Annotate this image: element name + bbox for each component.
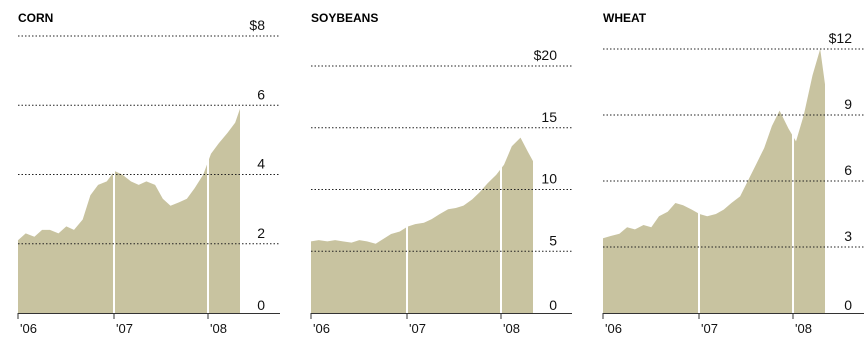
chart-title: SOYBEANS bbox=[311, 11, 378, 25]
x-tick-label: '06 bbox=[313, 321, 330, 336]
x-tick-label: '07 bbox=[409, 321, 426, 336]
chart-corn: 0 2 4 6 $8 '06 '07 '08 CORN bbox=[17, 11, 280, 336]
chart-title: CORN bbox=[18, 11, 53, 25]
y-tick-label: 0 bbox=[844, 297, 852, 313]
x-tick-label: '07 bbox=[701, 321, 718, 336]
y-tick-label: $12 bbox=[829, 30, 853, 46]
x-tick-label: '08 bbox=[210, 321, 227, 336]
price-area bbox=[603, 49, 825, 313]
y-tick-label: 3 bbox=[844, 228, 852, 244]
y-tick-label: $8 bbox=[249, 17, 265, 33]
x-tick-label: '08 bbox=[795, 321, 812, 336]
y-tick-label: 9 bbox=[844, 96, 852, 112]
chart-title: WHEAT bbox=[603, 11, 647, 25]
y-tick-label: $20 bbox=[534, 47, 558, 63]
y-tick-label: 10 bbox=[541, 171, 557, 187]
y-tick-label: 2 bbox=[257, 225, 265, 241]
y-tick-label: 4 bbox=[257, 156, 265, 172]
x-tick-label: '06 bbox=[605, 321, 622, 336]
chart-wheat: 0 3 6 9 $12 '06 '07 '08 WHEAT bbox=[602, 11, 864, 336]
y-tick-label: 0 bbox=[257, 297, 265, 313]
price-area bbox=[18, 108, 240, 313]
chart-soybeans: 0 5 10 15 $20 '06 '07 '08 SOYBEANS bbox=[310, 11, 572, 336]
x-tick-label: '06 bbox=[20, 321, 37, 336]
y-tick-label: 0 bbox=[549, 297, 557, 313]
price-area bbox=[311, 137, 533, 313]
y-tick-label: 6 bbox=[257, 86, 265, 102]
y-tick-label: 15 bbox=[541, 109, 557, 125]
x-tick-label: '07 bbox=[116, 321, 133, 336]
y-tick-label: 6 bbox=[844, 162, 852, 178]
y-tick-label: 5 bbox=[549, 232, 557, 248]
x-tick-label: '08 bbox=[503, 321, 520, 336]
